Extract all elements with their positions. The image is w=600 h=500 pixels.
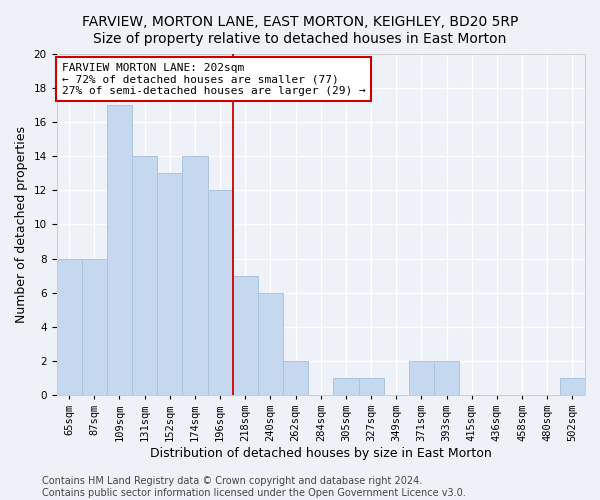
- Text: FARVIEW MORTON LANE: 202sqm
← 72% of detached houses are smaller (77)
27% of sem: FARVIEW MORTON LANE: 202sqm ← 72% of det…: [62, 62, 365, 96]
- Bar: [359, 378, 383, 395]
- Bar: [258, 292, 283, 395]
- Bar: [283, 361, 308, 395]
- Bar: [208, 190, 233, 395]
- Bar: [182, 156, 208, 395]
- Text: Contains HM Land Registry data © Crown copyright and database right 2024.
Contai: Contains HM Land Registry data © Crown c…: [42, 476, 466, 498]
- Bar: [233, 276, 258, 395]
- Text: FARVIEW, MORTON LANE, EAST MORTON, KEIGHLEY, BD20 5RP: FARVIEW, MORTON LANE, EAST MORTON, KEIGH…: [82, 15, 518, 29]
- Bar: [132, 156, 157, 395]
- X-axis label: Distribution of detached houses by size in East Morton: Distribution of detached houses by size …: [150, 447, 491, 460]
- Text: Size of property relative to detached houses in East Morton: Size of property relative to detached ho…: [94, 32, 506, 46]
- Bar: [82, 258, 107, 395]
- Bar: [560, 378, 585, 395]
- Bar: [107, 105, 132, 395]
- Bar: [334, 378, 359, 395]
- Bar: [434, 361, 459, 395]
- Y-axis label: Number of detached properties: Number of detached properties: [15, 126, 28, 323]
- Bar: [157, 174, 182, 395]
- Bar: [56, 258, 82, 395]
- Bar: [409, 361, 434, 395]
